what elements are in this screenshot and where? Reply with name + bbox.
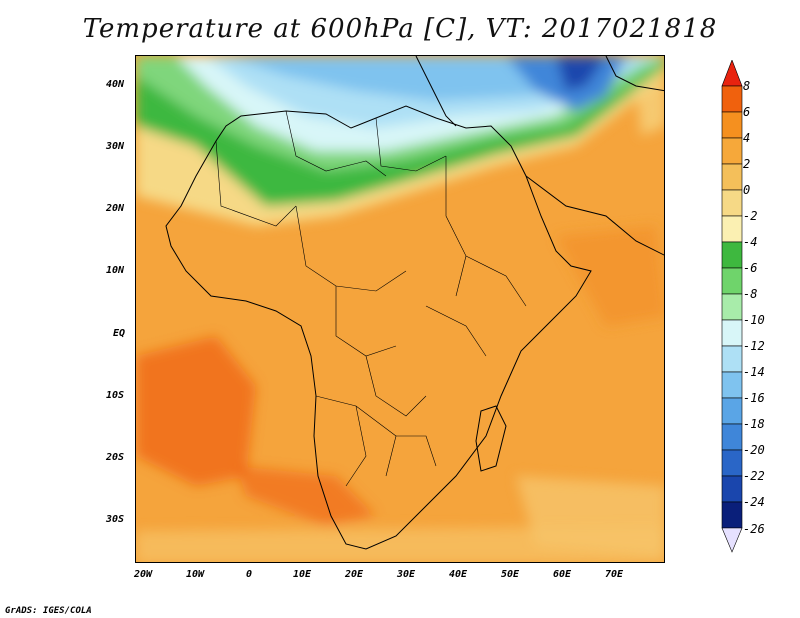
map-title: Temperature at 600hPa [C], VT: 201702181…: [82, 14, 718, 44]
lon-label-30e: 30E: [397, 569, 416, 580]
lon-label-60e: 60E: [553, 569, 572, 580]
colorbar-label: -24: [743, 495, 765, 509]
lon-label-20e: 20E: [345, 569, 364, 580]
colorbar-top-arrow: [721, 60, 743, 87]
borders: [215, 110, 527, 487]
colorbar-swatch: [721, 267, 743, 295]
map-panel: [135, 55, 665, 563]
lon-label-0: 0: [246, 569, 253, 580]
colorbar-swatch: [721, 371, 743, 399]
colorbar-swatch: [721, 163, 743, 191]
lat-label-eq: EQ: [113, 328, 126, 339]
lat-label-20n: 20N: [106, 203, 125, 214]
colorbar-label: -2: [743, 209, 758, 223]
lon-label-20w: 20W: [134, 569, 153, 580]
colorbar-swatch: [721, 475, 743, 503]
colorbar-swatch: [721, 215, 743, 243]
lon-label-10e: 10E: [293, 569, 312, 580]
colorbar-swatch: [721, 501, 743, 529]
credit-text: GrADS: IGES/COLA: [5, 606, 92, 616]
colorbar-label: -14: [743, 365, 765, 379]
lon-label-40e: 40E: [449, 569, 468, 580]
lon-label-10w: 10W: [186, 569, 205, 580]
colorbar-swatch: [721, 189, 743, 217]
colorbar-swatch: [721, 397, 743, 425]
colorbar-label: -6: [743, 261, 758, 275]
temperature-field: [136, 56, 664, 562]
colorbar-label: -8: [743, 287, 758, 301]
colorbar-swatch: [721, 345, 743, 373]
lat-label-30s: 30S: [106, 514, 125, 525]
colorbar-swatch: [721, 293, 743, 321]
colorbar-label: -10: [743, 313, 765, 327]
lat-label-20s: 20S: [106, 452, 125, 463]
colorbar-label: -26: [743, 522, 765, 536]
colorbar-swatch: [721, 241, 743, 269]
colorbar-bottom-arrow: [721, 527, 743, 553]
lat-label-10s: 10S: [106, 390, 125, 401]
colorbar-label: 8: [743, 79, 751, 93]
lat-label-40n: 40N: [106, 79, 125, 90]
colorbar-label: -20: [743, 443, 765, 457]
colorbar-label: -4: [743, 235, 758, 249]
colorbar-label: -12: [743, 339, 765, 353]
colorbar-label: -16: [743, 391, 765, 405]
colorbar-label: 4: [743, 131, 751, 145]
colorbar-label: 2: [743, 157, 751, 171]
coastlines: [165, 56, 664, 550]
colorbar-swatch: [721, 137, 743, 165]
colorbar-label: -22: [743, 469, 765, 483]
lon-label-50e: 50E: [501, 569, 520, 580]
colorbar-swatch: [721, 449, 743, 477]
lon-label-70e: 70E: [605, 569, 624, 580]
lat-label-30n: 30N: [106, 141, 125, 152]
colorbar-label: -18: [743, 417, 765, 431]
lat-label-10n: 10N: [106, 265, 125, 276]
colorbar-swatch: [721, 111, 743, 139]
colorbar: [721, 60, 743, 553]
colorbar-label: 6: [743, 105, 751, 119]
colorbar-label: 0: [743, 183, 751, 197]
colorbar-swatch: [721, 319, 743, 347]
colorbar-swatch: [721, 423, 743, 451]
colorbar-swatch: [721, 85, 743, 113]
